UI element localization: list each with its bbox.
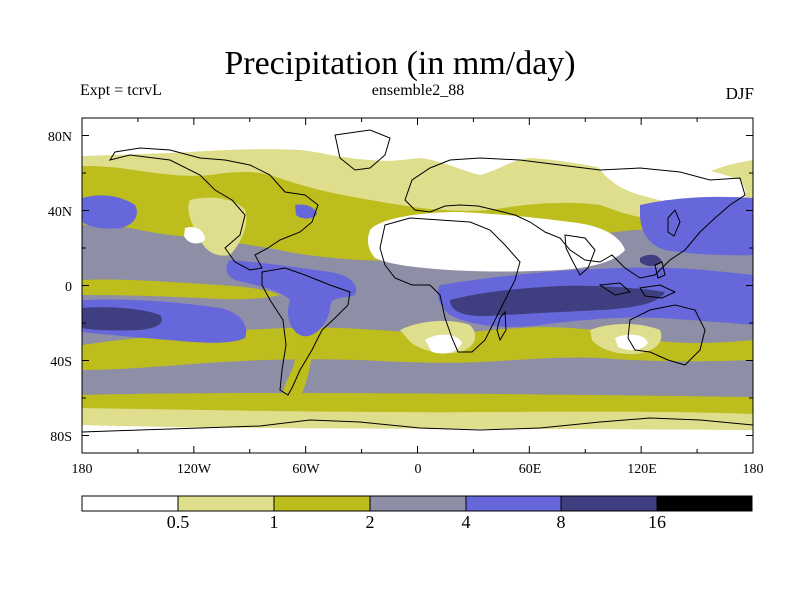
coastline-greenland bbox=[334, 129, 391, 171]
lon-label-180-left: 180 bbox=[72, 462, 93, 477]
coastline-europe bbox=[404, 157, 746, 279]
coastline-japan bbox=[667, 209, 681, 237]
colorbar-swatch bbox=[561, 496, 657, 511]
field-4-8 bbox=[82, 195, 137, 229]
colorbar-swatch bbox=[657, 496, 752, 511]
run-label: ensemble2_88 bbox=[371, 82, 465, 99]
lat-label-80s: 80S bbox=[50, 430, 72, 445]
colorbar-swatch bbox=[466, 496, 561, 511]
coastlines bbox=[82, 129, 753, 433]
field-4-8 bbox=[295, 204, 317, 219]
colorbar-label-1: 1 bbox=[270, 512, 279, 532]
field-below-0.5 bbox=[367, 212, 625, 272]
coastline-madagascar bbox=[496, 310, 507, 342]
coastline-africa bbox=[379, 217, 521, 353]
coastline-australia bbox=[627, 304, 706, 366]
field-8-16 bbox=[450, 285, 665, 317]
coastline-north-america bbox=[108, 147, 319, 271]
colorbar-frame bbox=[81, 495, 753, 512]
coastline-indian-subcontinent bbox=[564, 234, 596, 276]
experiment-label: Expt = tcrvL bbox=[80, 82, 162, 99]
colorbar-swatch bbox=[370, 496, 466, 511]
lon-label-120e: 120E bbox=[627, 462, 657, 477]
coastline-antarctica bbox=[82, 417, 753, 433]
coastline-south-america bbox=[261, 267, 351, 396]
contour-fields bbox=[82, 118, 753, 453]
lon-label-120w: 120W bbox=[177, 462, 212, 477]
field-below-0.5 bbox=[82, 118, 753, 187]
colorbar: 0.5 1 2 4 8 16 bbox=[81, 495, 753, 532]
field-8-16 bbox=[82, 307, 162, 331]
colorbar-label-0.5: 0.5 bbox=[167, 512, 190, 532]
field-8-16 bbox=[640, 254, 662, 267]
colorbar-swatch bbox=[178, 496, 274, 511]
plot-title: Precipitation (in mm/day) bbox=[224, 45, 576, 82]
field-4-8 bbox=[640, 196, 753, 256]
coastline-maritime-continent bbox=[598, 261, 677, 299]
field-below-0.5 bbox=[615, 334, 648, 351]
lon-label-60w: 60W bbox=[292, 462, 320, 477]
season-label: DJF bbox=[725, 84, 754, 103]
colorbar-label-8: 8 bbox=[557, 512, 566, 532]
colorbar-swatch bbox=[274, 496, 370, 511]
lat-label-40n: 40N bbox=[48, 205, 72, 220]
lat-label-equator: 0 bbox=[65, 280, 72, 295]
lon-label-180-right: 180 bbox=[743, 462, 764, 477]
field-4-8 bbox=[226, 260, 357, 337]
lat-label-40s: 40S bbox=[50, 355, 72, 370]
colorbar-swatch bbox=[82, 496, 178, 511]
colorbar-label-16: 16 bbox=[648, 512, 666, 532]
lat-label-80n: 80N bbox=[48, 130, 72, 145]
latitude-ticks bbox=[82, 135, 753, 436]
colorbar-label-4: 4 bbox=[462, 512, 471, 532]
colorbar-label-2: 2 bbox=[366, 512, 375, 532]
field-1-2 bbox=[82, 327, 753, 370]
field-below-0.5 bbox=[184, 227, 205, 244]
lon-label-0: 0 bbox=[415, 462, 422, 477]
longitude-ticks bbox=[81, 118, 754, 453]
field-1-2 bbox=[82, 279, 280, 300]
field-below-0.5 bbox=[82, 425, 753, 453]
lon-label-60e: 60E bbox=[519, 462, 542, 477]
